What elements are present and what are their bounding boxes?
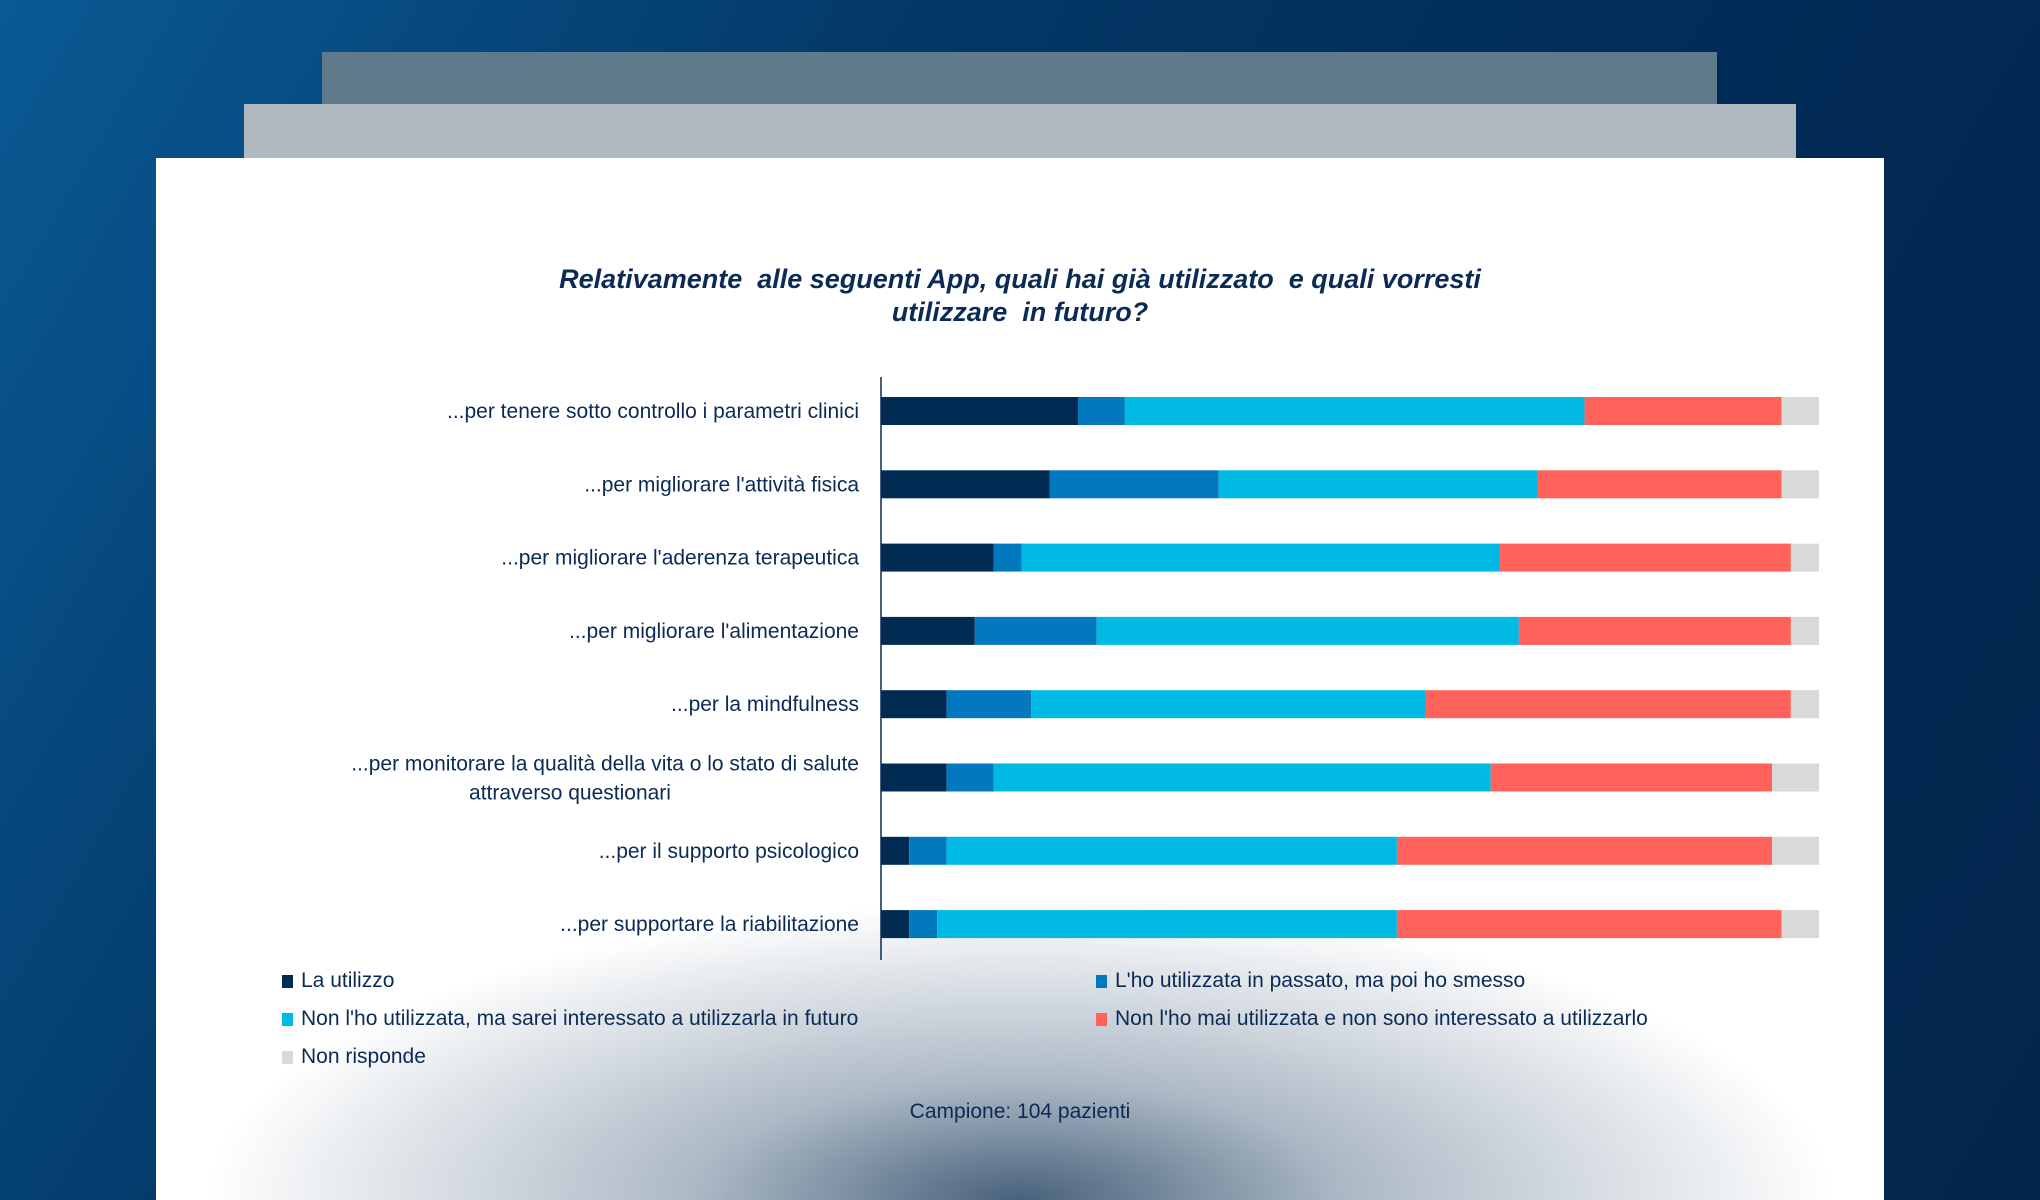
legend-swatch	[282, 1050, 293, 1064]
bar-segment	[881, 616, 975, 645]
bar-segment	[881, 543, 994, 572]
legend-item: L'ho utilizzata in passato, ma poi ho sm…	[1096, 969, 1525, 993]
bar-segment	[937, 910, 1397, 939]
bar-segment	[993, 543, 1022, 572]
bar-segment	[1500, 543, 1791, 572]
category-label: ...per migliorare l'aderenza terapeutica	[501, 547, 859, 570]
legend-swatch	[282, 1012, 293, 1026]
bar-segment	[1425, 690, 1791, 719]
stacked-bar-chart: ...per tenere sotto controllo i parametr…	[351, 377, 1819, 960]
bar-segment	[1772, 763, 1819, 792]
category-label: ...per migliorare l'alimentazione	[569, 620, 859, 643]
category-label: ...per supportare la riabilitazione	[560, 913, 859, 936]
bar-segment	[946, 763, 994, 792]
legend-swatch	[1096, 974, 1107, 988]
bar-segment	[881, 910, 910, 939]
bar-segment	[946, 690, 1032, 719]
bar-segment	[1031, 690, 1426, 719]
bar-segment	[1049, 470, 1219, 499]
legend-label: Non l'ho mai utilizzata e non sono inter…	[1115, 1007, 1648, 1030]
bar-segment	[1396, 910, 1782, 939]
legend-item: Non risponde	[282, 1045, 426, 1069]
chart-title: Relativamente alle seguenti App, quali h…	[156, 263, 1884, 329]
legend-swatch	[1096, 1012, 1107, 1026]
legend-label: Non l'ho utilizzata, ma sarei interessat…	[301, 1007, 859, 1030]
bottom-shadow	[206, 850, 1834, 1200]
legend-swatch	[282, 974, 293, 988]
category-label: ...per la mindfulness	[671, 693, 859, 716]
bar-segment	[1518, 616, 1791, 645]
bar-segment	[881, 763, 947, 792]
bar-segment	[946, 836, 1397, 865]
bar-segment	[1490, 763, 1773, 792]
bar-segment	[993, 763, 1491, 792]
bar-segment	[1781, 470, 1819, 499]
bar-segment	[1396, 836, 1773, 865]
bar-segment	[1781, 397, 1819, 425]
category-label: ...per monitorare la qualità della vita …	[351, 753, 859, 805]
bar-segment	[1584, 397, 1782, 425]
legend-item: Non l'ho utilizzata, ma sarei interessat…	[282, 1007, 858, 1031]
bar-segment	[909, 836, 947, 865]
bar-segment	[1790, 543, 1819, 572]
bar-segment	[1772, 836, 1819, 865]
bar-segment	[1790, 616, 1819, 645]
chart-title-line-2: utilizzare in futuro?	[891, 297, 1149, 327]
bar-segment	[881, 470, 1050, 499]
category-label: ...per migliorare l'attività fisica	[584, 473, 859, 496]
bar-segment	[1537, 470, 1782, 499]
legend-label: L'ho utilizzata in passato, ma poi ho sm…	[1115, 969, 1526, 992]
bar-segment	[881, 397, 1078, 425]
chart-title-line-1: Relativamente alle seguenti App, quali h…	[559, 264, 1481, 294]
legend-item: La utilizzo	[282, 969, 394, 993]
bar-segment	[974, 616, 1097, 645]
bar-segment	[881, 690, 947, 719]
bar-segment	[1781, 910, 1819, 939]
sample-note: Campione: 104 pazienti	[909, 1100, 1131, 1123]
bar-segment	[1124, 397, 1585, 425]
bar-segment	[1096, 616, 1519, 645]
bar-segment	[1021, 543, 1501, 572]
bar-segment	[881, 836, 910, 865]
slide-card: Relativamente alle seguenti App, quali h…	[156, 158, 1884, 1200]
legend-item: Non l'ho mai utilizzata e non sono inter…	[1096, 1007, 1648, 1031]
bar-segment	[1077, 397, 1125, 425]
bar-segment	[1790, 690, 1819, 719]
legend-label: Non risponde	[301, 1045, 426, 1068]
category-label: ...per il supporto psicologico	[599, 840, 859, 863]
bar-segment	[909, 910, 938, 939]
bar-segment	[1218, 470, 1538, 499]
legend-label: La utilizzo	[301, 969, 395, 992]
category-label: ...per tenere sotto controllo i parametr…	[447, 400, 859, 423]
